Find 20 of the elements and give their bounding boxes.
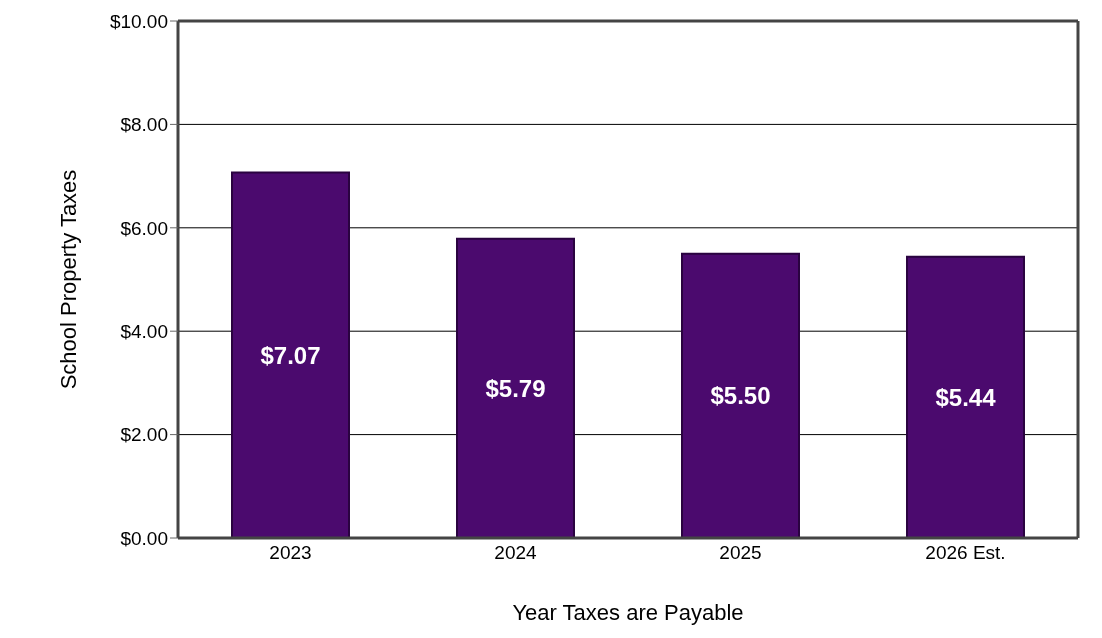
bar bbox=[681, 252, 800, 538]
y-axis-title: School Property Taxes bbox=[55, 169, 81, 390]
data-label: $7.07 bbox=[260, 341, 321, 369]
x-tick-label: 2023 bbox=[269, 542, 312, 564]
y-tick-label: $8.00 bbox=[120, 114, 168, 136]
x-tick-label: 2025 bbox=[719, 542, 762, 564]
y-tick-label: $6.00 bbox=[120, 217, 168, 239]
data-label: $5.50 bbox=[710, 382, 771, 410]
bar bbox=[231, 171, 350, 538]
data-label: $5.79 bbox=[485, 374, 546, 402]
data-label: $5.44 bbox=[935, 383, 997, 411]
bar bbox=[456, 237, 575, 538]
x-axis-title: Year Taxes are Payable bbox=[512, 600, 744, 625]
x-tick-label: 2026 Est. bbox=[925, 542, 1006, 564]
bar bbox=[906, 255, 1025, 538]
y-tick-label: $10.00 bbox=[109, 10, 168, 32]
y-tick-label: $0.00 bbox=[120, 527, 168, 549]
y-tick-label: $4.00 bbox=[120, 320, 168, 342]
x-tick-label: 2024 bbox=[494, 542, 538, 564]
y-tick-label: $2.00 bbox=[120, 424, 168, 446]
